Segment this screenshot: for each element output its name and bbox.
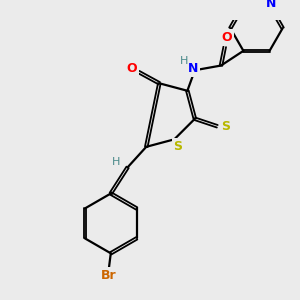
Text: H: H — [179, 56, 188, 66]
Text: N: N — [188, 62, 198, 75]
Text: O: O — [221, 31, 232, 44]
Text: S: S — [173, 140, 182, 153]
Text: N: N — [266, 0, 277, 10]
Text: S: S — [221, 120, 230, 133]
Text: O: O — [126, 62, 136, 75]
Text: Br: Br — [101, 269, 117, 282]
Text: H: H — [112, 157, 121, 167]
